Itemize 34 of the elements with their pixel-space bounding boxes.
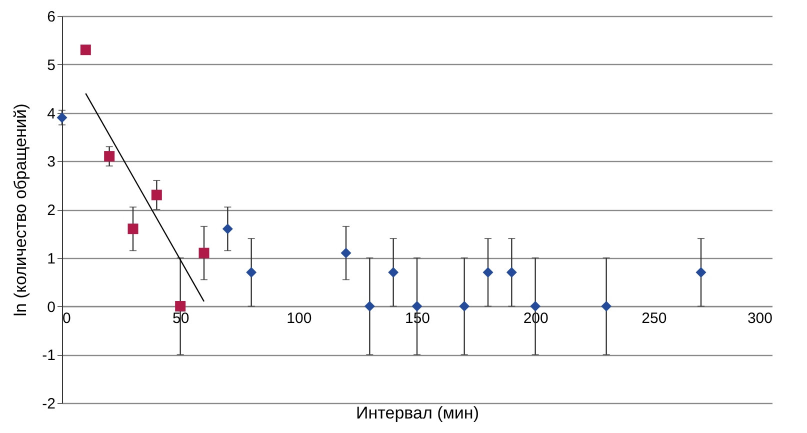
point bbox=[198, 248, 210, 258]
point bbox=[80, 44, 91, 56]
y-tick-label: 5 bbox=[47, 56, 56, 74]
point bbox=[601, 301, 612, 312]
point bbox=[506, 267, 517, 278]
x-tick-label: 100 bbox=[286, 310, 312, 327]
point bbox=[56, 112, 68, 123]
x-tick-label: 250 bbox=[642, 310, 667, 327]
point bbox=[388, 267, 399, 278]
y-tick-label: -1 bbox=[42, 347, 56, 364]
point bbox=[151, 190, 162, 200]
point bbox=[340, 248, 352, 258]
point bbox=[104, 151, 115, 162]
point bbox=[364, 301, 375, 312]
point bbox=[412, 301, 422, 312]
point bbox=[222, 224, 233, 234]
point bbox=[246, 267, 257, 278]
y-tick-label: 4 bbox=[47, 105, 56, 122]
point bbox=[530, 301, 541, 312]
point bbox=[696, 267, 706, 278]
y-tick-label: 0 bbox=[47, 298, 56, 316]
y-tick-label: 2 bbox=[47, 202, 56, 219]
point bbox=[482, 267, 494, 278]
point bbox=[128, 224, 138, 234]
x-axis-title: Интервал (мин) bbox=[356, 404, 479, 422]
y-axis-title: ln (количество обращений) bbox=[11, 104, 30, 316]
x-tick-label: 300 bbox=[747, 310, 772, 327]
point bbox=[459, 301, 470, 312]
y-tick-label: 6 bbox=[47, 8, 56, 26]
x-tick-label: 0 bbox=[62, 310, 71, 327]
y-tick-label: -2 bbox=[42, 396, 56, 412]
y-tick-label: 3 bbox=[47, 154, 56, 171]
y-tick-label: 1 bbox=[47, 250, 56, 268]
point bbox=[175, 301, 186, 312]
